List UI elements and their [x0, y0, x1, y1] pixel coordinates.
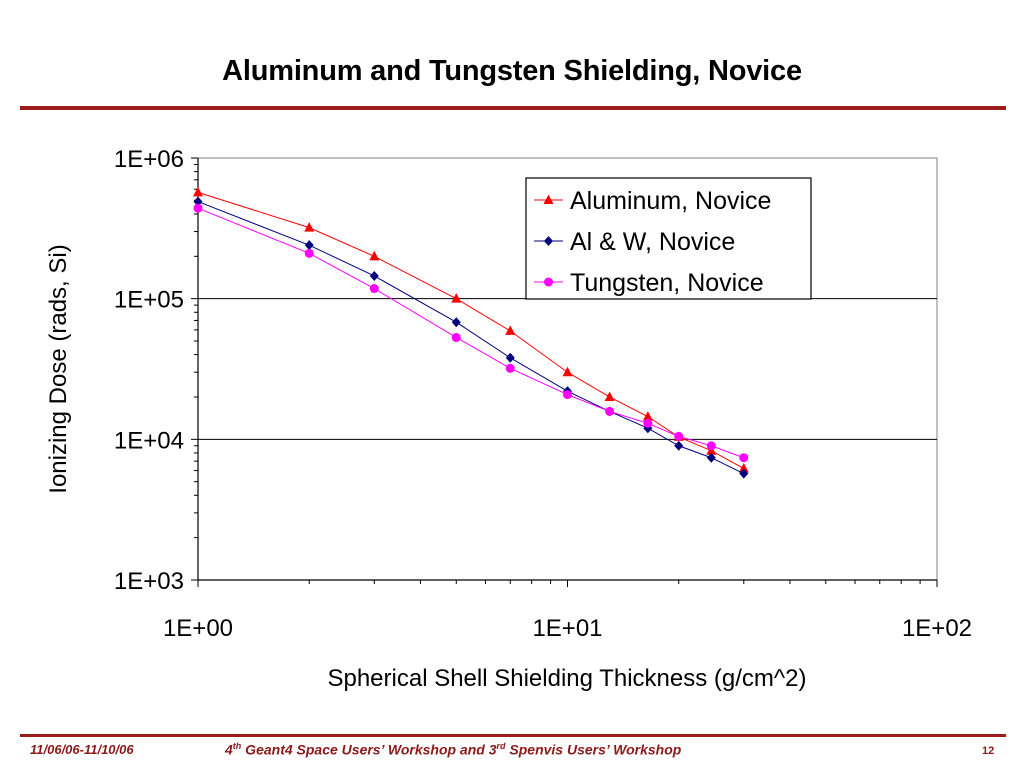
legend-box	[525, 177, 812, 300]
data-point-circle	[193, 203, 203, 213]
data-point-triangle	[451, 293, 462, 303]
dose-chart: 1E+00 1E+01 1E+02 1E+03 1E+04 1E+05 1E+06 Sph…	[45, 146, 972, 692]
x-tick-label: 1E+00	[163, 615, 233, 642]
data-point-circle	[369, 284, 379, 294]
data-point-diamond	[193, 196, 203, 207]
y-tick-labels: 1E+03 1E+04 1E+05 1E+06	[114, 146, 184, 595]
data-point-diamond	[369, 270, 379, 281]
data-point-circle	[739, 453, 749, 463]
footer-divider	[20, 734, 1006, 737]
data-point-triangle	[543, 194, 554, 204]
series-2	[193, 203, 749, 463]
data-point-diamond	[706, 452, 716, 463]
data-point-triangle	[642, 411, 653, 421]
footer-date: 11/06/06-11/10/06	[30, 742, 134, 757]
footer-sup-2: rd	[496, 741, 506, 751]
legend-label: Al & W, Novice	[570, 228, 735, 256]
data-point-circle	[451, 332, 461, 342]
data-point-circle	[563, 390, 572, 400]
data-point-triangle	[369, 250, 380, 261]
data-point-diamond	[739, 468, 749, 479]
legend: Aluminum, Novice Al & W, Novice Tungsten, …	[525, 177, 812, 300]
x-tick-labels: 1E+00 1E+01 1E+02	[163, 615, 972, 642]
footer-sup-1: th	[232, 741, 242, 751]
y-tick-label: 1E+04	[114, 427, 184, 454]
data-series	[193, 186, 749, 479]
data-point-triangle	[193, 186, 203, 197]
legend-label: Aluminum, Novice	[570, 187, 771, 215]
data-point-circle	[505, 363, 515, 373]
axes	[191, 157, 938, 587]
data-point-diamond	[304, 240, 314, 251]
x-tick-label: 1E+01	[532, 615, 602, 642]
y-axis-label: Ionizing Dose (rads, Si)	[45, 244, 72, 493]
title-divider	[20, 106, 1006, 110]
x-axis-label: Spherical Shell Shielding Thickness (g/c…	[327, 665, 806, 692]
y-tick-label: 1E+03	[114, 568, 184, 595]
x-tick-label: 1E+02	[902, 615, 972, 642]
y-tick-label: 1E+05	[114, 287, 184, 314]
footer-workshop: 4th Geant4 Space Users’ Workshop and 3rd…	[225, 741, 681, 758]
data-point-circle	[605, 406, 615, 416]
data-point-triangle	[604, 391, 615, 401]
data-point-triangle	[738, 463, 749, 473]
data-point-diamond	[544, 236, 553, 246]
footer-text-end: Spenvis Users’ Workshop	[505, 741, 682, 758]
data-point-diamond	[451, 317, 461, 328]
data-point-triangle	[505, 325, 516, 335]
data-point-circle	[544, 277, 553, 287]
footer-ordinal-1: 4	[225, 741, 233, 758]
data-point-circle	[304, 248, 314, 258]
data-point-circle	[674, 431, 684, 441]
footer-text-mid: Geant4 Space Users’ Workshop and 3	[241, 741, 497, 758]
data-point-circle	[643, 418, 653, 428]
y-tick-label: 1E+06	[114, 146, 184, 173]
data-point-circle	[706, 441, 716, 451]
legend-label: Tungsten, Novice	[570, 269, 764, 297]
data-point-diamond	[505, 352, 515, 363]
data-point-diamond	[674, 440, 684, 451]
data-point-triangle	[304, 222, 315, 232]
slide-title: Aluminum and Tungsten Shielding, Novice	[222, 55, 802, 87]
data-point-triangle	[562, 366, 573, 377]
page-number: 12	[982, 745, 995, 757]
